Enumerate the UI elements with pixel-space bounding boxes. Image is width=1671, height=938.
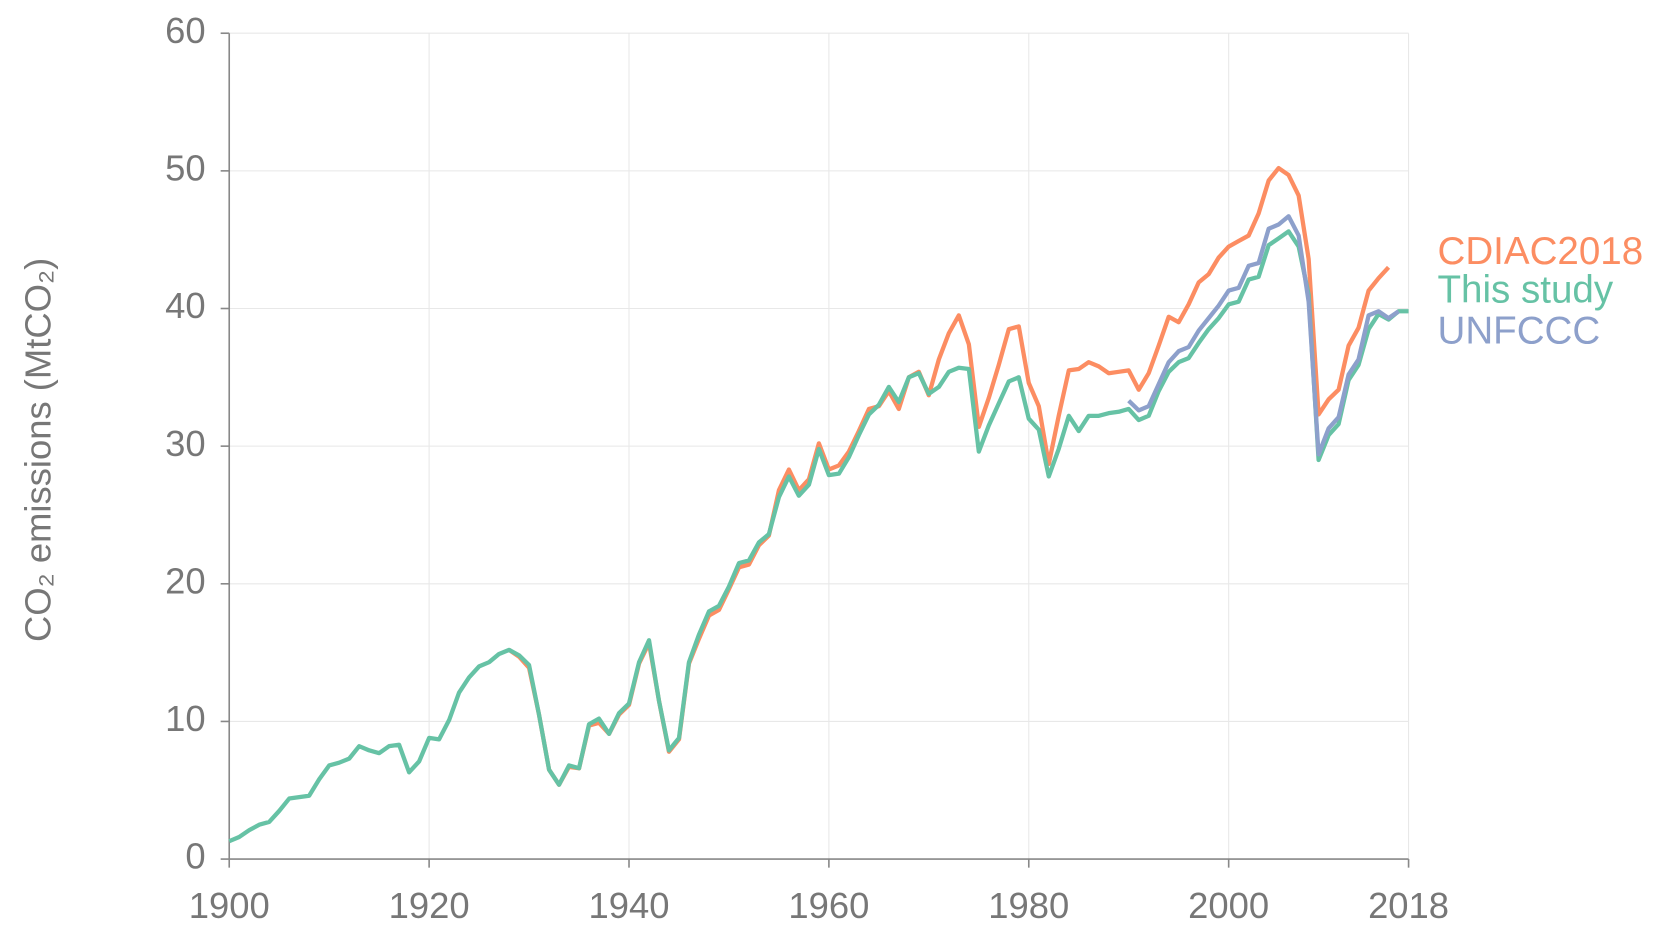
x-tick-label: 1920: [389, 885, 470, 926]
y-tick-label: 40: [165, 285, 206, 326]
legend-label: CDIAC2018: [1437, 230, 1643, 273]
y-tick-label: 50: [165, 147, 206, 188]
series-line: [1127, 214, 1400, 457]
y-tick-label: 30: [165, 423, 206, 464]
x-tick-label: 2018: [1368, 885, 1449, 926]
x-tick-label: 1900: [189, 885, 270, 926]
x-tick-label: 1940: [589, 885, 670, 926]
x-tick-label: 2000: [1188, 885, 1269, 926]
y-axis-label: CO₂ emissions (MtCO₂): [17, 258, 58, 642]
y-tick-label: 10: [165, 698, 206, 739]
series-line: [228, 229, 1409, 844]
legend-label: UNFCCC: [1437, 309, 1600, 352]
series-line: [507, 165, 1391, 787]
x-tick-label: 1980: [988, 885, 1069, 926]
y-tick-label: 20: [165, 560, 206, 601]
x-tick-label: 1960: [788, 885, 869, 926]
y-tick-label: 0: [185, 836, 205, 877]
legend-label: This study: [1437, 269, 1613, 312]
y-tick-label: 60: [165, 10, 206, 51]
